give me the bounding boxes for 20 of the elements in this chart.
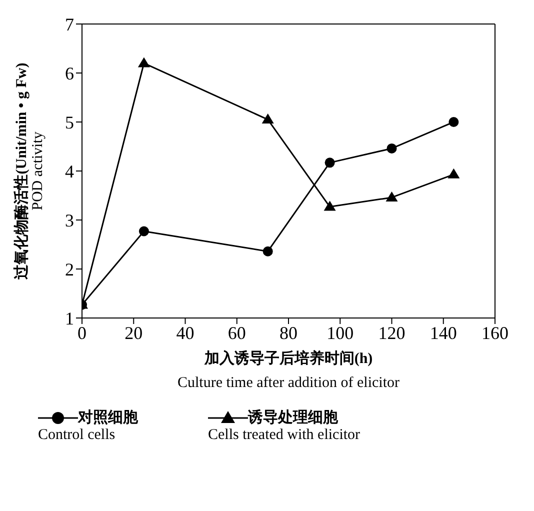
x-axis-title: 加入诱导子后培养时间(h) Culture time after addition of elicitor	[177, 349, 400, 391]
y-axis-title: 过氧化物酶活性(Unit/min • g Fw) POD activity	[13, 62, 46, 280]
y-tick-label: 5	[65, 112, 74, 132]
legend-label: 诱导处理细胞 Cells treated with elicitor	[208, 408, 360, 444]
x-tick-label: 40	[176, 322, 194, 343]
x-tick-label: 60	[228, 322, 246, 343]
y-tick-label: 6	[65, 63, 74, 84]
y-tick-label: 1	[65, 308, 74, 328]
x-tick-label: 0	[78, 322, 86, 343]
x-tick-label: 80	[280, 322, 298, 343]
y-tick-label: 4	[65, 161, 74, 182]
y-tick-label: 7	[65, 14, 74, 34]
x-tick-label: 120	[378, 322, 406, 343]
legend-label: 对照细胞 Control cells	[38, 408, 138, 444]
y-tick-label: 3	[65, 210, 74, 230]
x-tick-label: 100	[326, 322, 354, 343]
y-tick-label: 2	[65, 259, 74, 280]
x-tick-label: 140	[430, 322, 457, 343]
x-tick-label: 20	[124, 322, 143, 343]
x-tick-label: 160	[482, 322, 508, 343]
